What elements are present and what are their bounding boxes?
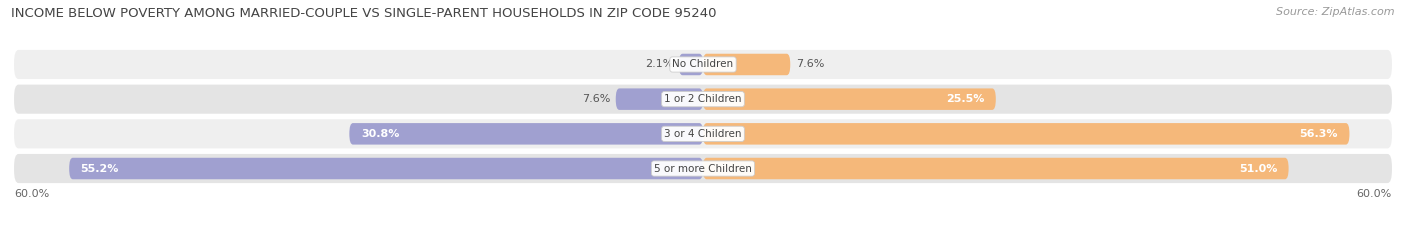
Text: 60.0%: 60.0% bbox=[14, 189, 49, 199]
FancyBboxPatch shape bbox=[14, 154, 1392, 183]
Text: 1 or 2 Children: 1 or 2 Children bbox=[664, 94, 742, 104]
FancyBboxPatch shape bbox=[703, 123, 1350, 145]
Text: No Children: No Children bbox=[672, 59, 734, 69]
Text: Source: ZipAtlas.com: Source: ZipAtlas.com bbox=[1277, 7, 1395, 17]
FancyBboxPatch shape bbox=[349, 123, 703, 145]
Text: 7.6%: 7.6% bbox=[796, 59, 824, 69]
Text: 56.3%: 56.3% bbox=[1299, 129, 1339, 139]
FancyBboxPatch shape bbox=[69, 158, 703, 179]
FancyBboxPatch shape bbox=[679, 54, 703, 75]
FancyBboxPatch shape bbox=[703, 158, 1289, 179]
Text: 60.0%: 60.0% bbox=[1357, 189, 1392, 199]
Text: 55.2%: 55.2% bbox=[80, 164, 120, 174]
Text: 25.5%: 25.5% bbox=[946, 94, 984, 104]
FancyBboxPatch shape bbox=[14, 119, 1392, 148]
FancyBboxPatch shape bbox=[703, 54, 790, 75]
FancyBboxPatch shape bbox=[703, 88, 995, 110]
FancyBboxPatch shape bbox=[14, 85, 1392, 114]
Text: 51.0%: 51.0% bbox=[1239, 164, 1277, 174]
Text: 5 or more Children: 5 or more Children bbox=[654, 164, 752, 174]
Text: 3 or 4 Children: 3 or 4 Children bbox=[664, 129, 742, 139]
FancyBboxPatch shape bbox=[616, 88, 703, 110]
Text: INCOME BELOW POVERTY AMONG MARRIED-COUPLE VS SINGLE-PARENT HOUSEHOLDS IN ZIP COD: INCOME BELOW POVERTY AMONG MARRIED-COUPL… bbox=[11, 7, 717, 20]
Text: 7.6%: 7.6% bbox=[582, 94, 610, 104]
Text: 30.8%: 30.8% bbox=[361, 129, 399, 139]
Text: 2.1%: 2.1% bbox=[645, 59, 673, 69]
FancyBboxPatch shape bbox=[14, 50, 1392, 79]
